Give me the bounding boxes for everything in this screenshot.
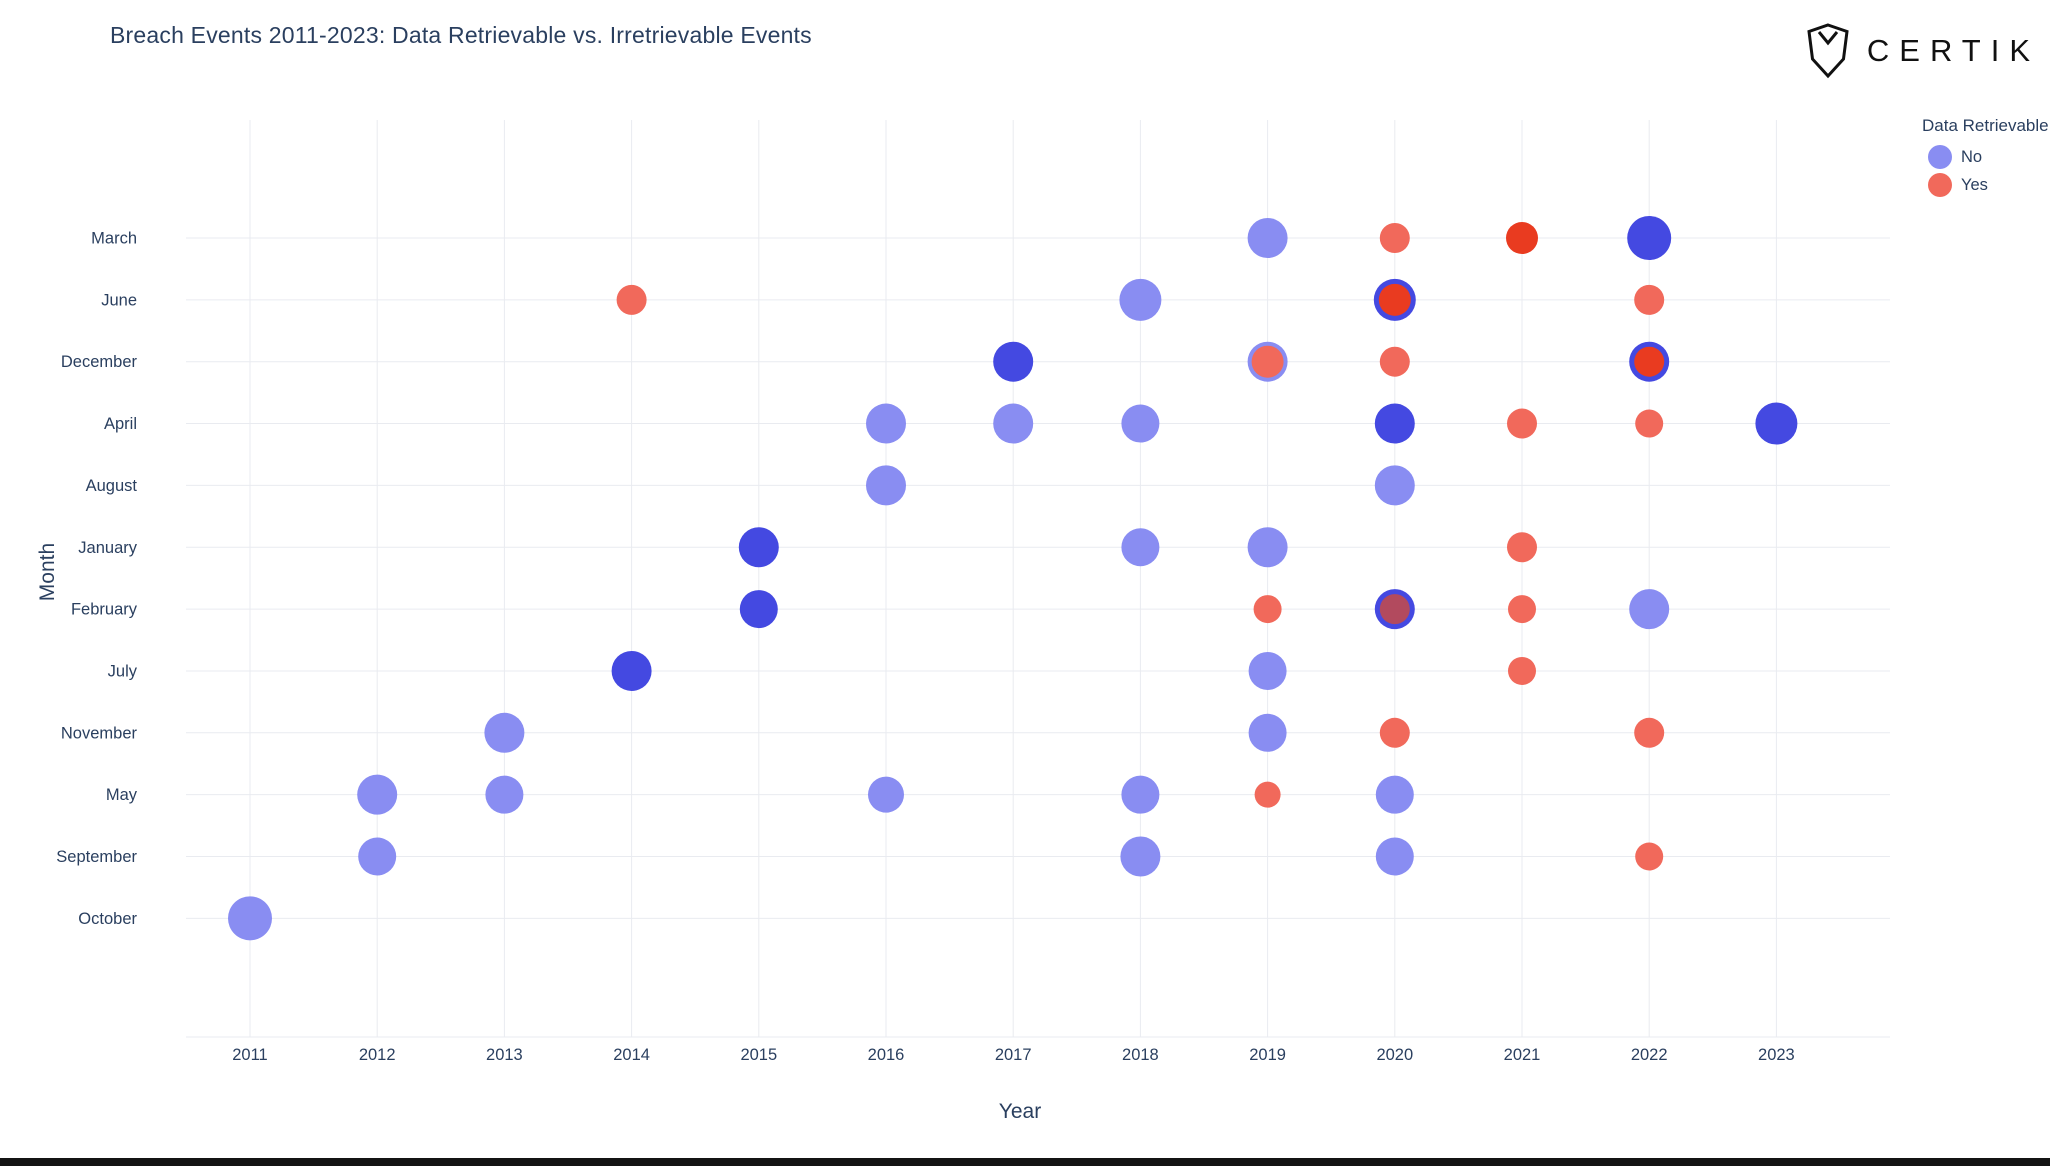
data-point[interactable] bbox=[1121, 404, 1160, 443]
x-tick-label: 2017 bbox=[995, 1046, 1032, 1064]
data-point[interactable] bbox=[1634, 346, 1665, 377]
data-point[interactable] bbox=[1251, 345, 1284, 378]
x-tick-label: 2016 bbox=[868, 1046, 905, 1064]
x-tick-label: 2013 bbox=[486, 1046, 523, 1064]
data-point[interactable] bbox=[1635, 842, 1664, 871]
y-tick-label: December bbox=[61, 353, 138, 371]
data-point[interactable] bbox=[1253, 595, 1282, 624]
x-tick-label: 2019 bbox=[1249, 1046, 1286, 1064]
y-tick-label: January bbox=[78, 539, 137, 557]
data-point[interactable] bbox=[1507, 532, 1537, 563]
x-tick-label: 2021 bbox=[1504, 1046, 1541, 1064]
data-point[interactable] bbox=[1374, 465, 1415, 506]
data-point[interactable] bbox=[484, 712, 525, 753]
data-point[interactable] bbox=[1119, 278, 1162, 321]
data-point[interactable] bbox=[1379, 223, 1410, 253]
data-point[interactable] bbox=[1121, 528, 1160, 567]
y-tick-label: October bbox=[78, 910, 137, 928]
data-point[interactable] bbox=[1375, 775, 1414, 814]
data-point[interactable] bbox=[616, 284, 647, 315]
data-point[interactable] bbox=[1755, 402, 1798, 445]
y-tick-label: September bbox=[56, 848, 137, 866]
y-tick-label: November bbox=[61, 724, 138, 742]
y-tick-label: February bbox=[71, 601, 138, 619]
data-point[interactable] bbox=[1378, 283, 1411, 316]
legend-swatch-no-icon bbox=[1928, 145, 1952, 169]
x-tick-label: 2020 bbox=[1376, 1046, 1413, 1064]
data-point[interactable] bbox=[358, 837, 397, 876]
data-point[interactable] bbox=[1254, 781, 1281, 808]
data-point[interactable] bbox=[1634, 284, 1665, 315]
data-point[interactable] bbox=[1507, 408, 1537, 439]
legend: Data Retrievable No Yes bbox=[1922, 116, 2049, 199]
data-point[interactable] bbox=[1629, 589, 1670, 630]
data-point[interactable] bbox=[1121, 775, 1160, 814]
data-point[interactable] bbox=[611, 650, 652, 691]
data-point[interactable] bbox=[1375, 837, 1414, 876]
y-tick-label: August bbox=[86, 477, 138, 495]
data-point[interactable] bbox=[1248, 713, 1287, 752]
chart-title: Breach Events 2011-2023: Data Retrievabl… bbox=[110, 22, 812, 48]
x-tick-label: 2022 bbox=[1631, 1046, 1668, 1064]
data-point[interactable] bbox=[866, 465, 906, 506]
data-point[interactable] bbox=[1627, 216, 1672, 260]
x-tick-label: 2012 bbox=[359, 1046, 396, 1064]
y-tick-label: April bbox=[104, 415, 137, 433]
x-tick-label: 2011 bbox=[232, 1046, 267, 1064]
data-point[interactable] bbox=[1374, 403, 1415, 444]
x-tick-label: 2018 bbox=[1122, 1046, 1159, 1064]
x-tick-label: 2023 bbox=[1758, 1046, 1795, 1064]
data-point[interactable] bbox=[993, 341, 1034, 382]
y-tick-label: March bbox=[91, 230, 137, 248]
y-tick-label: July bbox=[108, 662, 138, 680]
legend-label-no: No bbox=[1961, 147, 1983, 166]
data-point[interactable] bbox=[1634, 717, 1665, 748]
data-point[interactable] bbox=[866, 403, 906, 444]
legend-item-no[interactable]: No bbox=[1922, 143, 2049, 171]
legend-title: Data Retrievable bbox=[1922, 116, 2049, 135]
x-tick-label: 2015 bbox=[740, 1046, 777, 1064]
data-point[interactable] bbox=[485, 775, 524, 814]
x-tick-label: 2014 bbox=[613, 1046, 650, 1064]
data-point[interactable] bbox=[1635, 409, 1664, 438]
data-point[interactable] bbox=[1508, 595, 1536, 624]
data-point[interactable] bbox=[1120, 836, 1161, 877]
data-point[interactable] bbox=[868, 776, 904, 813]
data-point[interactable] bbox=[993, 403, 1034, 444]
data-point[interactable] bbox=[1508, 656, 1536, 685]
certik-shield-icon bbox=[1807, 23, 1849, 79]
legend-label-yes: Yes bbox=[1961, 175, 1988, 194]
data-point[interactable] bbox=[1379, 717, 1410, 748]
data-point[interactable] bbox=[1248, 651, 1287, 690]
data-point[interactable] bbox=[738, 527, 779, 568]
data-point[interactable] bbox=[1247, 527, 1288, 568]
data-point[interactable] bbox=[1379, 346, 1410, 377]
y-tick-label: June bbox=[101, 291, 137, 309]
data-point[interactable] bbox=[228, 896, 272, 941]
certik-logo-text: CERTIK bbox=[1866, 33, 2040, 68]
data-point[interactable] bbox=[1506, 222, 1538, 254]
legend-item-yes[interactable]: Yes bbox=[1922, 171, 2049, 199]
y-tick-label: May bbox=[106, 786, 138, 804]
certik-logo: CERTIK bbox=[1802, 22, 2040, 80]
legend-swatch-yes-icon bbox=[1928, 173, 1952, 197]
data-point[interactable] bbox=[1379, 594, 1410, 625]
x-axis-title: Year bbox=[998, 1100, 1042, 1123]
y-axis-title: Month bbox=[36, 542, 59, 602]
data-point[interactable] bbox=[357, 774, 398, 815]
data-point[interactable] bbox=[739, 590, 778, 629]
bottom-bar bbox=[0, 1158, 2050, 1166]
data-point[interactable] bbox=[1247, 218, 1288, 258]
